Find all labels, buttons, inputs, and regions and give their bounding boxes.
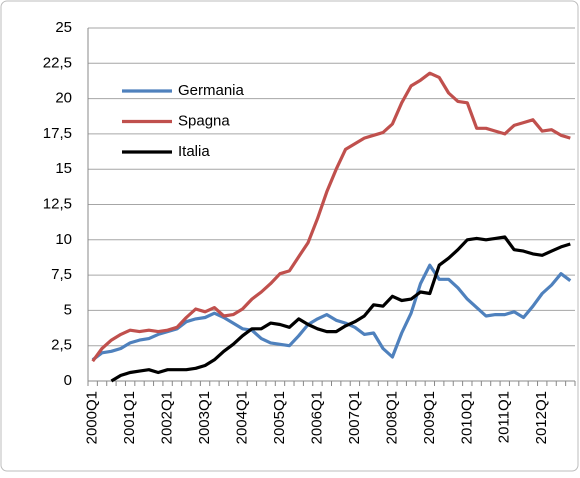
y-tick-label: 17,5 xyxy=(43,125,72,142)
x-tick-label: 2009Q1 xyxy=(421,391,438,444)
y-tick-label: 22,5 xyxy=(43,54,72,71)
legend-label: Germania xyxy=(178,82,245,99)
series-line xyxy=(110,235,571,383)
x-tick-label: 2005Q1 xyxy=(271,391,288,444)
x-tick-label: 2000Q1 xyxy=(84,391,101,444)
x-tick-label: 2007Q1 xyxy=(346,391,363,444)
y-tick-label: 15 xyxy=(55,160,72,177)
x-tick-label: 2002Q1 xyxy=(159,391,176,444)
x-tick-label: 2003Q1 xyxy=(196,391,213,444)
x-tick-label: 2010Q1 xyxy=(458,391,475,444)
x-tick-label: 2012Q1 xyxy=(533,391,550,444)
x-tick-label: 2001Q1 xyxy=(121,391,138,444)
legend-label: Spagna xyxy=(178,112,230,129)
series-line xyxy=(91,71,571,363)
y-tick-label: 5 xyxy=(64,301,72,318)
x-tick-label: 2004Q1 xyxy=(233,391,250,444)
y-tick-label: 12,5 xyxy=(43,195,72,212)
y-tick-label: 10 xyxy=(55,231,72,248)
legend-label: Italia xyxy=(178,143,210,160)
y-tick-label: 20 xyxy=(55,90,72,107)
x-tick-label: 2008Q1 xyxy=(383,391,400,444)
y-tick-label: 2,5 xyxy=(51,337,72,354)
y-tick-label: 7,5 xyxy=(51,266,72,283)
x-tick-label: 2011Q1 xyxy=(496,391,513,443)
y-tick-label: 25 xyxy=(55,19,72,36)
x-tick-label: 2006Q1 xyxy=(308,391,325,444)
y-tick-label: 0 xyxy=(64,372,72,389)
